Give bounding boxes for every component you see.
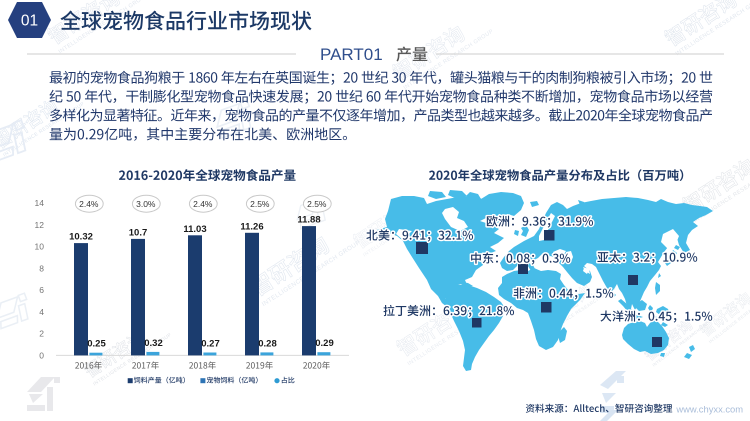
svg-text:INTELLIGENCE RESEARCH GROUP: INTELLIGENCE RESEARCH GROUP [675,0,750,57]
svg-text:0: 0 [39,350,44,360]
svg-text:8: 8 [39,263,44,273]
svg-text:10: 10 [35,242,45,252]
svg-text:0.29: 0.29 [315,338,334,349]
svg-text:11.03: 11.03 [183,224,206,235]
svg-text:INTELLIGENCE RESEARCH GROUP: INTELLIGENCE RESEARCH GROUP [708,290,750,344]
svg-text:01: 01 [21,12,38,29]
svg-text:0.28: 0.28 [258,338,277,349]
svg-text:3.0%: 3.0% [136,199,156,209]
svg-text:2.4%: 2.4% [79,199,99,209]
svg-text:0.25: 0.25 [87,339,106,350]
svg-text:4: 4 [39,307,44,317]
svg-text:2: 2 [39,329,44,339]
svg-text:10.32: 10.32 [69,232,93,243]
svg-text:0.27: 0.27 [201,339,220,350]
svg-text:14: 14 [35,198,45,208]
svg-text:11.26: 11.26 [240,221,263,232]
svg-text:2.5%: 2.5% [250,199,270,209]
svg-text:PART01: PART01 [320,45,383,64]
svg-text:www.chyxx.com: www.chyxx.com [675,404,743,415]
svg-text:12: 12 [35,220,45,230]
svg-text:11.88: 11.88 [297,215,320,226]
svg-text:2.4%: 2.4% [193,199,213,209]
svg-text:6: 6 [39,285,44,295]
svg-text:0.32: 0.32 [144,338,163,349]
svg-text:2.5%: 2.5% [307,199,327,209]
svg-text:10.7: 10.7 [129,227,148,238]
